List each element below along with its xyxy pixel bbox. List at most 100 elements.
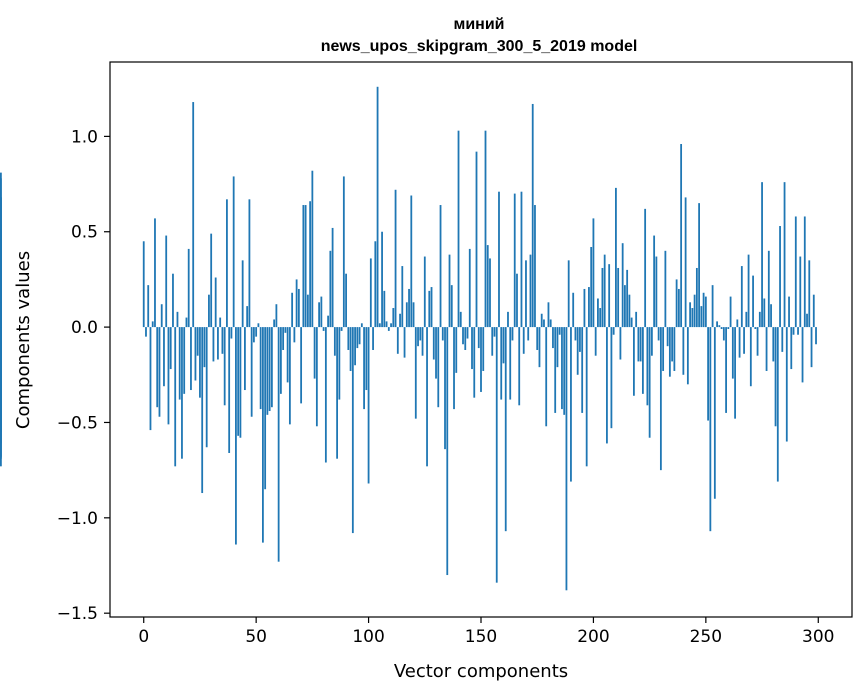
bar-112 (394, 189, 397, 328)
bar-270 (749, 327, 752, 387)
bar-222 (641, 327, 644, 394)
bar-216 (628, 294, 631, 328)
bar-76 (313, 327, 316, 379)
bar-174 (534, 205, 536, 328)
bar-297 (810, 327, 813, 368)
bar-155 (491, 327, 494, 356)
bar-282 (776, 327, 779, 482)
bar-296 (808, 260, 811, 328)
x-tick-label: 150 (465, 627, 497, 647)
bar-147 (473, 327, 476, 398)
bar-81 (324, 327, 327, 463)
x-tick-label: 250 (690, 627, 722, 647)
bar-20 (187, 248, 190, 328)
bar-71 (302, 205, 305, 328)
bar-101 (369, 258, 372, 328)
bar-210 (615, 187, 617, 328)
bar-256 (718, 325, 721, 328)
bar-184 (556, 327, 559, 368)
bar-151 (482, 327, 485, 371)
bar-104 (376, 86, 379, 328)
bar-88 (340, 327, 343, 331)
bar-118 (408, 288, 410, 328)
bar-159 (500, 327, 503, 400)
bar-189 (567, 260, 570, 328)
y-axis-label: Components values (13, 251, 34, 429)
bar-86 (336, 327, 338, 459)
bar-68 (295, 279, 298, 328)
bar-268 (745, 311, 748, 328)
bar-204 (601, 267, 604, 328)
bar-57 (270, 327, 273, 408)
bar-139 (455, 327, 458, 373)
bar-259 (725, 327, 727, 413)
bar-107 (383, 290, 386, 328)
bar-93 (351, 327, 354, 534)
bar-167 (518, 327, 521, 406)
bar-106 (381, 231, 383, 328)
bar-250 (704, 296, 707, 328)
bar-279 (770, 304, 772, 328)
bar-43 (239, 327, 242, 438)
bar-248 (700, 306, 703, 328)
bar-292 (799, 256, 802, 328)
bar-170 (525, 260, 527, 328)
bar-21 (190, 327, 192, 391)
bar-59 (275, 304, 278, 328)
bar-31 (212, 327, 215, 362)
bar-199 (590, 247, 593, 328)
bar-249 (702, 292, 705, 328)
bar-1 (145, 327, 147, 337)
bar-0 (142, 241, 145, 328)
bar-60 (277, 327, 280, 562)
bar-33 (217, 327, 219, 360)
bar-116 (403, 327, 406, 358)
bar-26 (201, 327, 204, 494)
bar-124 (421, 327, 424, 356)
bar-205 (603, 254, 606, 328)
bar-122 (417, 327, 419, 347)
bar-61 (279, 327, 282, 394)
bar-263 (734, 327, 736, 419)
bar-207 (608, 264, 611, 328)
bar-129 (432, 327, 435, 360)
bar-153 (486, 245, 489, 328)
bar-41 (235, 327, 237, 545)
bar-295 (806, 313, 808, 328)
bar-78 (318, 302, 321, 328)
bar-75 (311, 170, 314, 328)
bar-217 (630, 317, 633, 328)
bar-237 (675, 279, 678, 328)
bar-128 (430, 287, 433, 328)
bar-238 (677, 288, 680, 328)
bar-90 (345, 273, 347, 328)
bar-4 (151, 321, 154, 328)
bar-160 (502, 327, 505, 364)
bar-56 (268, 327, 271, 412)
y-tick-label: 0.5 (71, 223, 98, 243)
bar-213 (621, 243, 624, 328)
bar-230 (659, 327, 662, 471)
bar-70 (300, 327, 303, 404)
bar-18 (183, 327, 186, 394)
bar-14 (174, 327, 177, 467)
bar-100 (367, 327, 370, 484)
bar-34 (219, 317, 222, 328)
bar-287 (788, 296, 790, 328)
y-axis-ticks: −1.5 −1.0 −0.5 0.0 0.5 1.0 (57, 127, 110, 624)
chart-title: миний (453, 16, 504, 33)
bar-63 (284, 327, 287, 333)
bar-133 (441, 327, 444, 341)
bar-79 (320, 296, 323, 328)
bar-45 (244, 327, 246, 391)
bar-123 (419, 327, 422, 341)
bar-145 (468, 248, 471, 328)
bar-140 (457, 130, 460, 328)
bar-258 (722, 327, 725, 341)
bar-244 (691, 308, 694, 328)
bar-220 (637, 327, 640, 362)
bar-111 (392, 308, 395, 328)
bar-156 (493, 327, 496, 337)
bar-undefined (0, 239, 2, 328)
bar-39 (230, 327, 233, 339)
